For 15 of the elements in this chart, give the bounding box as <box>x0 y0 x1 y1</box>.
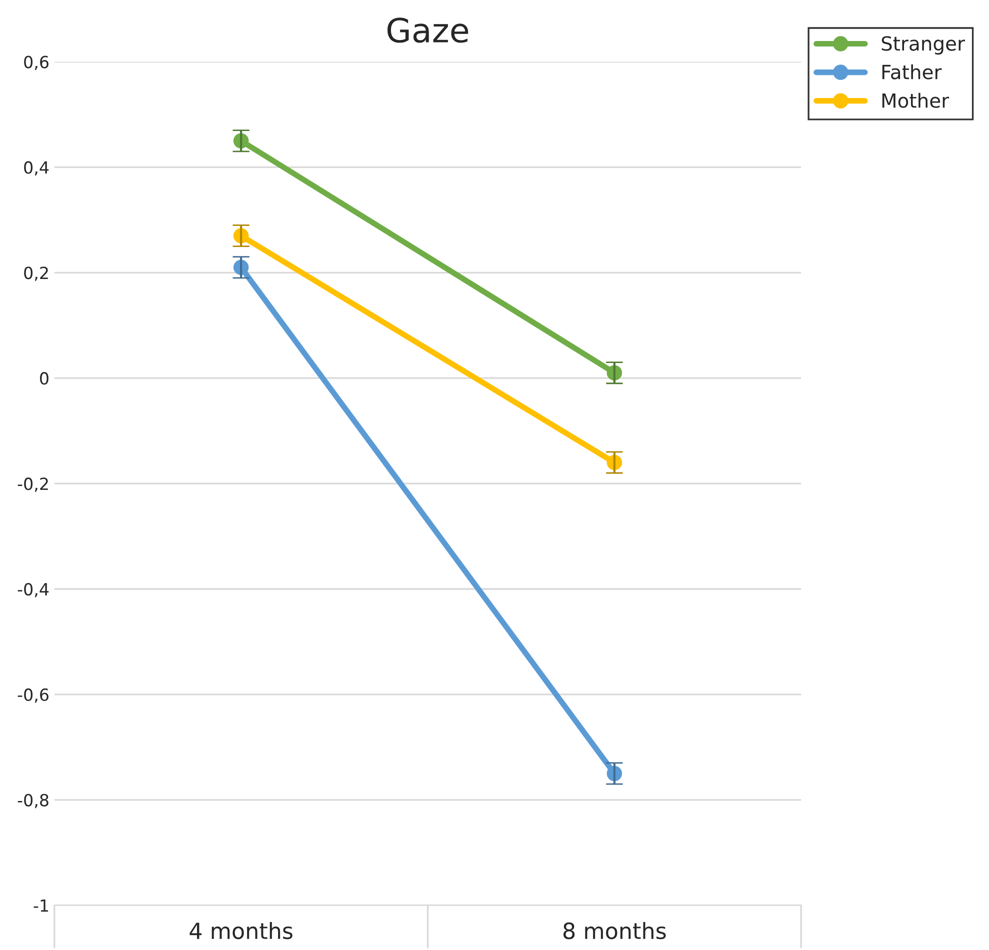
y-tick-label: -0,8 <box>18 794 48 808</box>
y-tick-label: 0,6 <box>24 56 48 70</box>
legend-label: Father <box>882 64 942 80</box>
y-tick-label: 0,2 <box>24 266 48 281</box>
legend-label: Mother <box>882 92 950 108</box>
y-tick-label: 0 <box>40 372 48 385</box>
y-tick-label: -0,4 <box>18 582 49 598</box>
y-tick-label: -0,6 <box>18 688 48 703</box>
x-tick-label: 8 months <box>563 922 666 940</box>
legend-label: Stranger <box>882 36 965 55</box>
y-tick-label: 0,4 <box>24 161 49 176</box>
y-tick-label: -1 <box>34 900 48 912</box>
x-tick-label: 4 months <box>190 922 292 940</box>
y-tick-label: -0,2 <box>18 478 48 492</box>
chart-title: Gaze <box>387 18 468 43</box>
